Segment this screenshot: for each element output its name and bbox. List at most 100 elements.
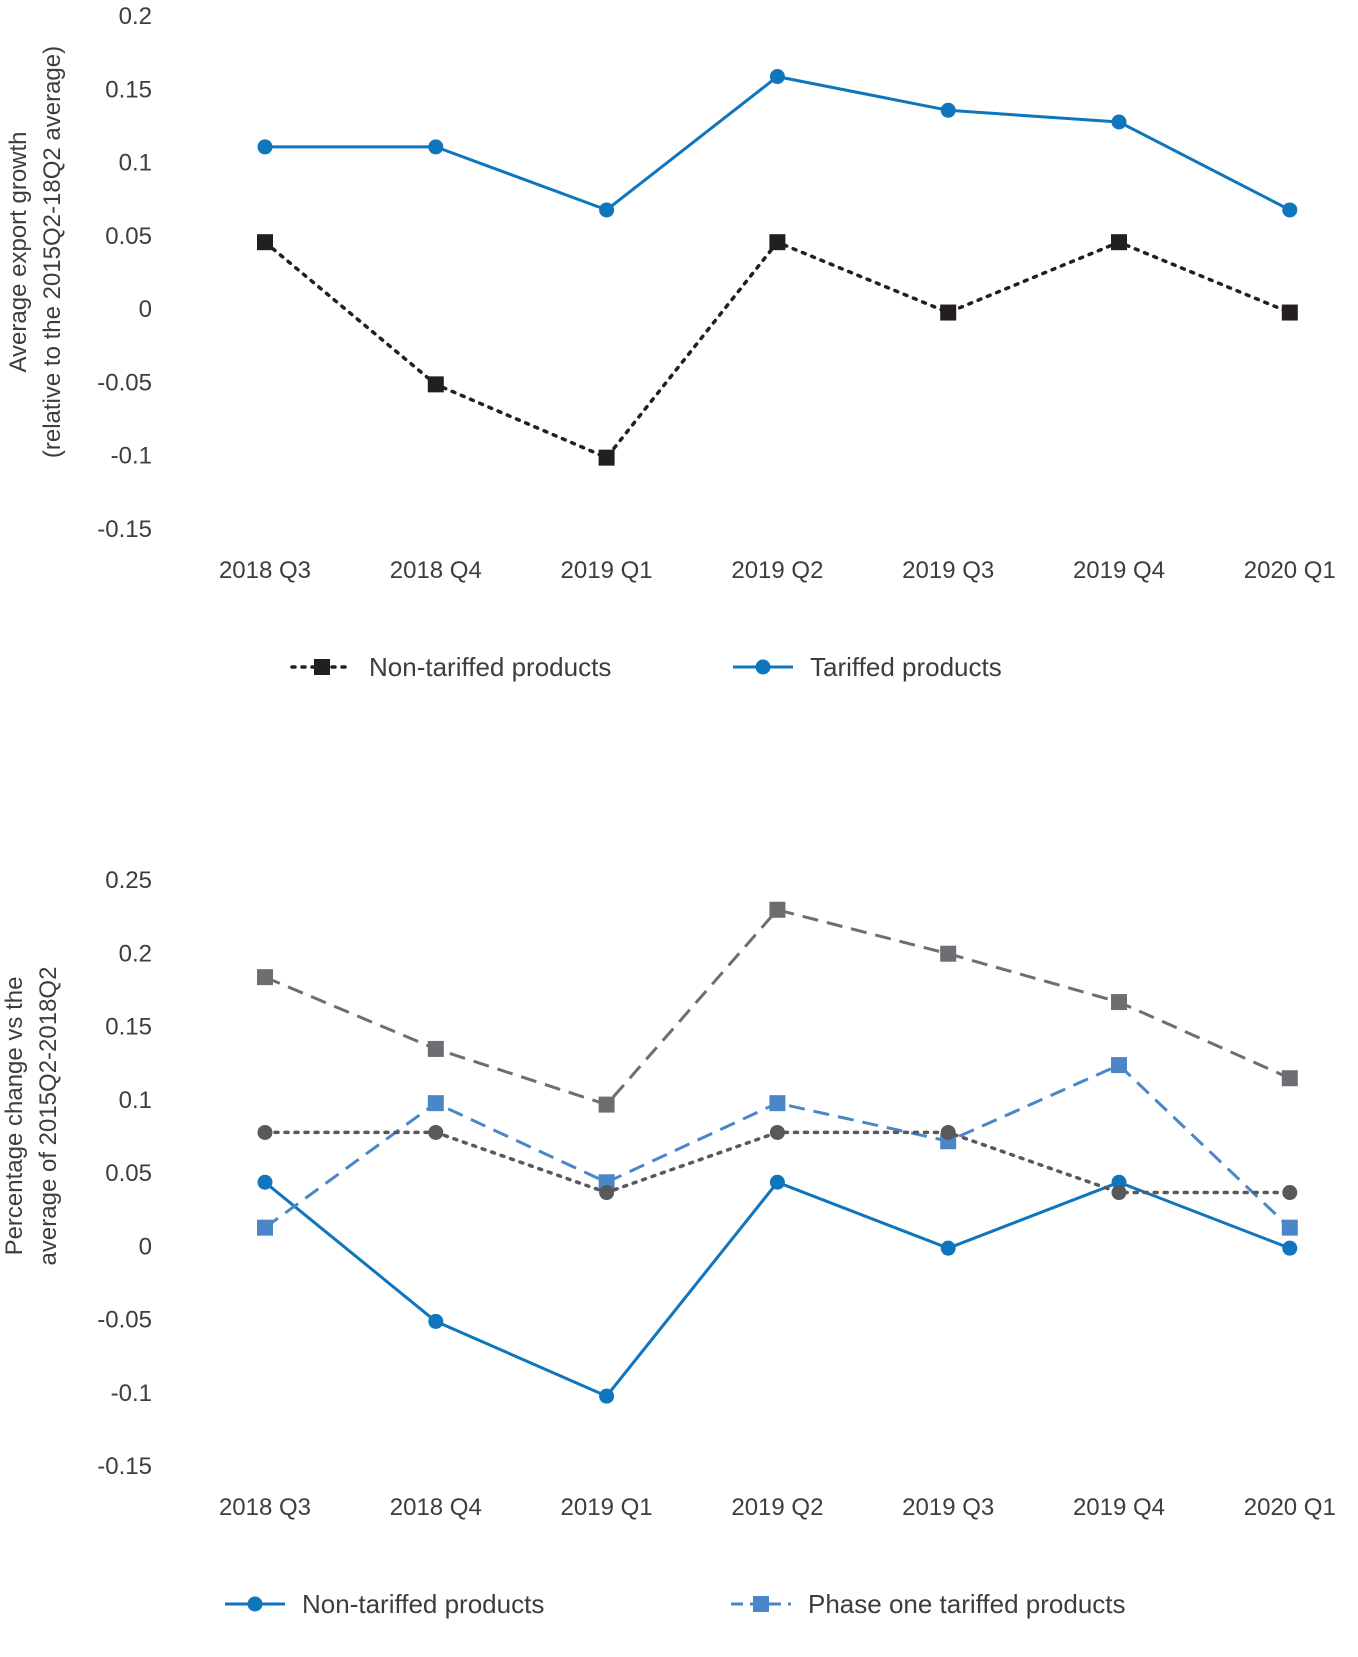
legend: Non-tariffed products Phase one tariffed … [225,1589,1126,1619]
legend-item-non-tariffed-products: Non-tariffed products [290,652,611,682]
data-point [940,1124,956,1140]
data-point [427,1095,444,1112]
legend-label: Phase one tariffed products [808,1589,1126,1619]
data-point [257,969,273,986]
data-point [940,1240,956,1256]
data-point [427,376,444,393]
legend: Non-tariffed products Tariffed products [290,652,1002,682]
legend-item-phase-one-tariffed-products: Phase one tariffed products [731,1589,1126,1619]
y-axis-ticks: 0.2 0.15 0.1 0.05 0 -0.05 -0.1 -0.15 [97,3,152,543]
y-tick-label: -0.05 [97,369,152,396]
y-tick-label: -0.15 [97,1453,152,1480]
data-point [769,1095,786,1112]
y-tick-label: 0 [139,296,152,323]
data-point [257,1219,273,1236]
x-tick-label: 2019 Q2 [731,1494,823,1521]
series-non-tariffed-products [257,1174,1298,1404]
series-phase-three-tariffed-products [257,1124,1298,1201]
data-point [598,1096,615,1113]
series-tariffed-products [257,69,1298,218]
y-tick-label: -0.1 [111,443,152,470]
y-tick-label: -0.1 [111,1380,152,1407]
data-point [1111,234,1127,251]
plot-area [257,901,1298,1404]
y-tick-label: 0.25 [105,867,152,894]
y-tick-label: 0.1 [119,1087,152,1114]
legend-label: Tariffed products [810,652,1002,682]
y-tick-label: 0.1 [119,150,152,177]
legend-item-tariffed-products: Tariffed products [733,652,1002,682]
legend-swatch-marker [755,659,771,675]
data-point [769,1124,785,1140]
y-axis-title-line-2: (relative to the 2015Q2-18Q2 average) [39,46,66,458]
data-point [1111,994,1127,1011]
data-point [598,449,615,466]
legend-item-non-tariffed-products: Non-tariffed products [225,1589,544,1619]
y-tick-label: 0.05 [105,1160,152,1187]
data-point [769,901,786,918]
legend-swatch-marker [753,1596,769,1612]
top-export-growth-chart: Average export growth (relative to the 2… [5,3,1336,682]
data-point [940,102,956,118]
data-point [427,1040,444,1057]
data-point [940,304,957,321]
series-phase-two-tariffed-products [257,901,1298,1113]
data-point [428,139,444,155]
x-tick-label: 2018 Q4 [390,557,482,584]
legend-label: Non-tariffed products [369,652,611,682]
y-tick-label: 0.15 [105,76,152,103]
y-axis-ticks: 0.25 0.2 0.15 0.1 0.05 0 -0.05 -0.1 -0.15 [97,867,152,1480]
series-line [264,1180,1291,1398]
series-line [263,240,1292,460]
x-tick-label: 2019 Q3 [902,1494,994,1521]
x-tick-label: 2018 Q3 [219,557,311,584]
series-line [264,908,1291,1107]
legend-label: Non-tariffed products [302,1589,544,1619]
x-tick-label: 2018 Q3 [219,1494,311,1521]
data-point [769,1174,785,1190]
x-tick-label: 2020 Q1 [1244,1494,1336,1521]
data-point [428,1313,444,1329]
data-point [1111,1174,1127,1190]
y-tick-label: -0.05 [97,1307,152,1334]
y-axis-title: Average export growth (relative to the 2… [5,46,66,458]
data-point [769,234,786,251]
y-axis-title-line-1: Percentage change vs the [1,977,28,1256]
y-tick-label: 0.2 [119,940,152,967]
x-axis-ticks: 2018 Q3 2018 Q4 2019 Q1 2019 Q2 2019 Q3 2019 … [219,557,1336,584]
y-tick-label: 0.05 [105,223,152,250]
data-point [1282,1240,1298,1256]
data-point [940,945,957,962]
y-axis-title-line-2: average of 2015Q2-2018Q2 [35,967,62,1266]
series-phase-one-tariffed-products [257,1057,1298,1236]
data-point [599,1388,615,1404]
y-tick-label: 0.2 [119,3,152,30]
y-axis-title-line-1: Average export growth [5,131,32,372]
data-point [1281,304,1298,321]
data-point [1281,1219,1298,1236]
series-non-tariffed-products [257,234,1298,466]
data-point [1111,1057,1127,1074]
y-axis-title: Percentage change vs the average of 2015… [1,967,62,1266]
data-point [428,1124,444,1140]
data-point [769,69,785,85]
data-point [1282,202,1298,218]
x-axis-ticks: 2018 Q3 2018 Q4 2019 Q1 2019 Q2 2019 Q3 2019 … [219,1494,1336,1521]
x-tick-label: 2019 Q4 [1073,557,1165,584]
data-point [257,234,273,251]
x-tick-label: 2020 Q1 [1244,557,1336,584]
data-point [257,1174,273,1190]
data-point [599,202,615,218]
data-point [257,139,273,155]
y-tick-label: 0 [139,1233,152,1260]
plot-area [257,69,1298,466]
data-point [1111,1185,1127,1201]
series-line [265,75,1291,212]
x-tick-label: 2019 Q2 [731,557,823,584]
bottom-phase-chart: Percentage change vs the average of 2015… [1,867,1336,1619]
x-tick-label: 2018 Q4 [390,1494,482,1521]
data-point [1281,1070,1298,1087]
y-tick-label: 0.15 [105,1014,152,1041]
series-line [264,1063,1291,1229]
legend-swatch-marker [314,659,330,675]
